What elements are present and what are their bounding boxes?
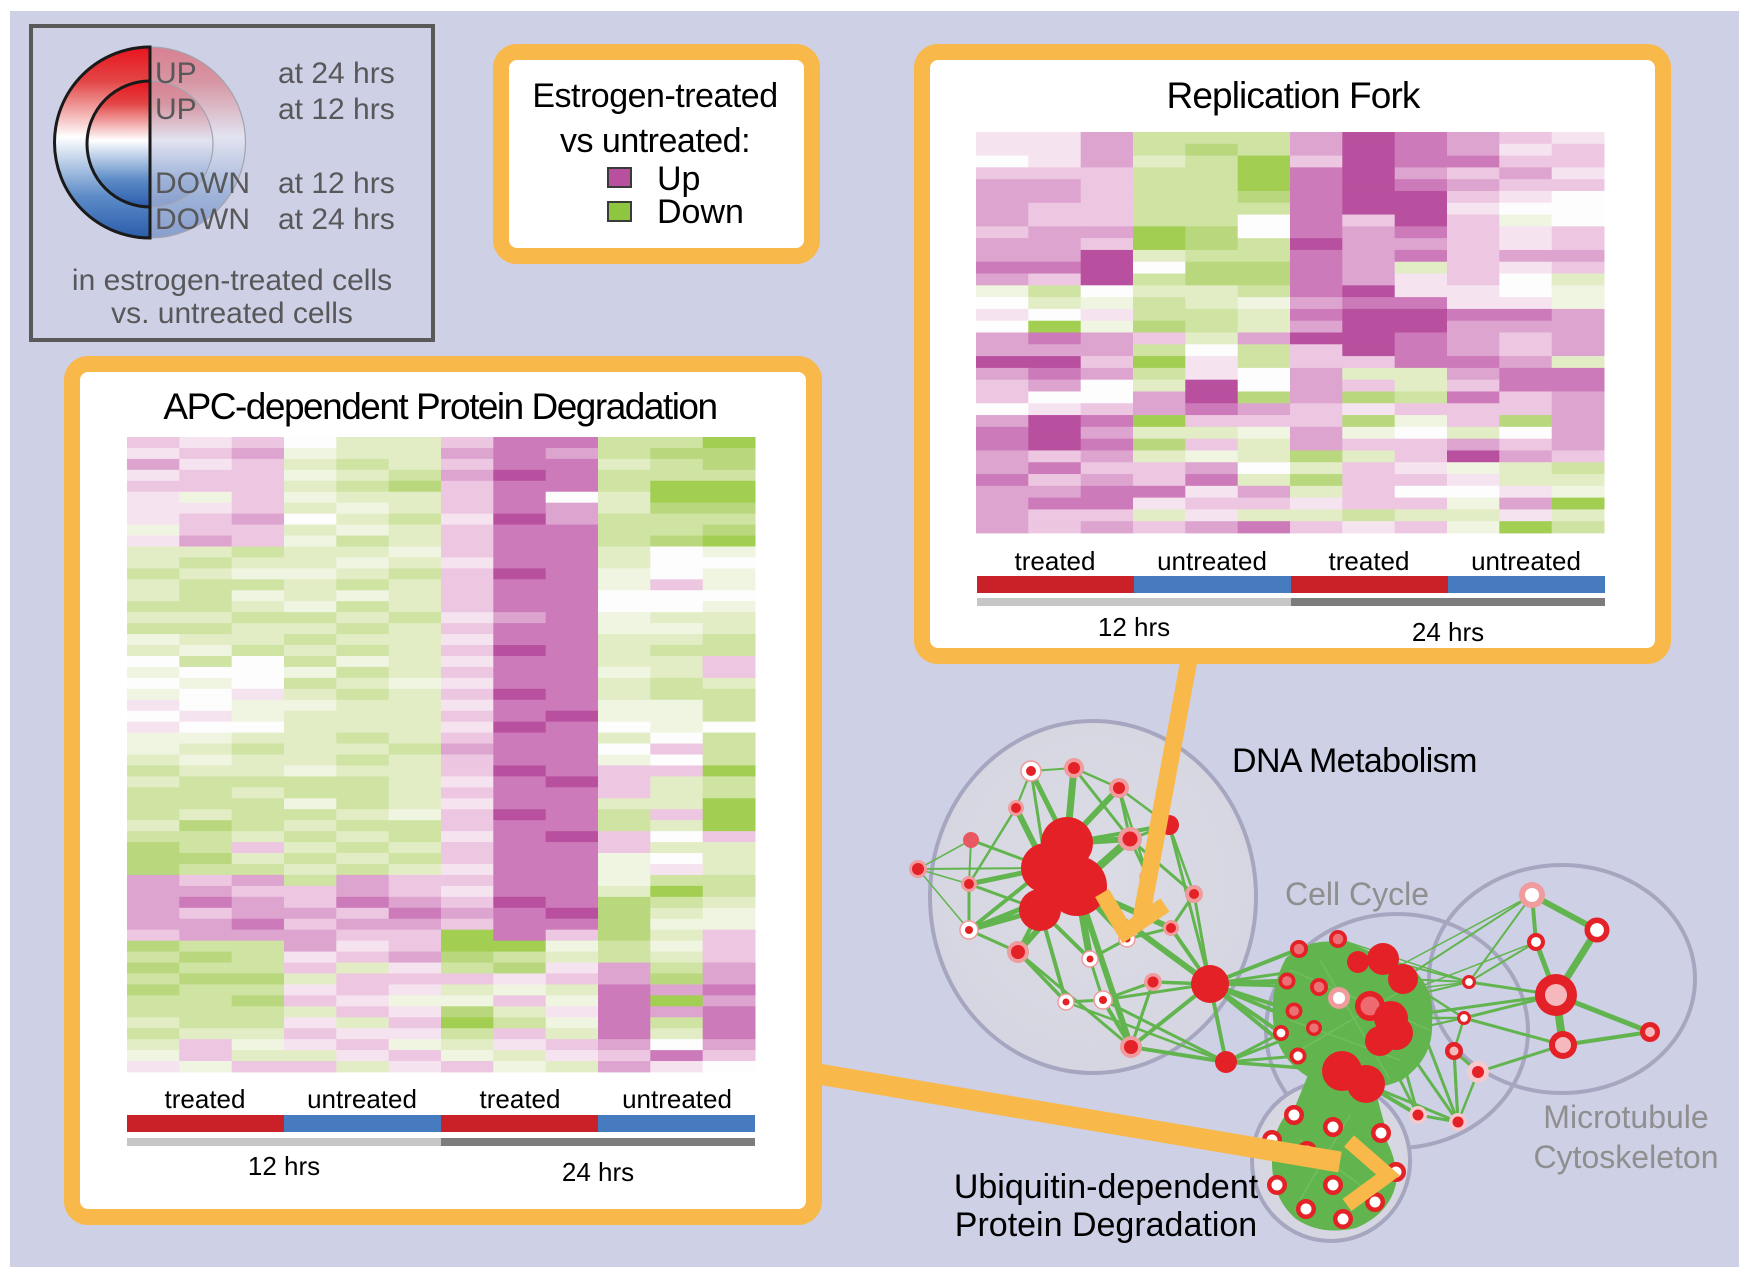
- svg-text:treated: treated: [165, 1084, 246, 1114]
- svg-text:vs untreated:: vs untreated:: [560, 122, 750, 160]
- svg-text:at 24 hrs: at 24 hrs: [278, 203, 395, 236]
- svg-text:24 hrs: 24 hrs: [1412, 617, 1484, 647]
- svg-text:untreated: untreated: [622, 1084, 732, 1114]
- svg-text:Cell Cycle: Cell Cycle: [1285, 876, 1429, 912]
- svg-text:treated: treated: [1015, 546, 1096, 576]
- svg-text:untreated: untreated: [307, 1084, 417, 1114]
- svg-text:Microtubule: Microtubule: [1543, 1099, 1708, 1135]
- svg-text:DNA Metabolism: DNA Metabolism: [1232, 742, 1477, 780]
- svg-text:in estrogen-treated cells: in estrogen-treated cells: [72, 264, 392, 297]
- svg-text:Ubiquitin-dependent: Ubiquitin-dependent: [954, 1168, 1259, 1206]
- svg-text:at 12 hrs: at 12 hrs: [278, 93, 395, 126]
- svg-text:UP: UP: [155, 93, 197, 126]
- svg-text:UP: UP: [155, 57, 197, 90]
- svg-text:untreated: untreated: [1157, 546, 1267, 576]
- svg-text:treated: treated: [1329, 546, 1410, 576]
- svg-text:Cytoskeleton: Cytoskeleton: [1534, 1139, 1719, 1175]
- svg-text:APC-dependent Protein Degradat: APC-dependent Protein Degradation: [163, 386, 716, 427]
- svg-text:DOWN: DOWN: [155, 203, 250, 236]
- svg-text:12 hrs: 12 hrs: [248, 1151, 320, 1181]
- svg-text:Down: Down: [657, 193, 744, 231]
- svg-text:Protein Degradation: Protein Degradation: [955, 1206, 1257, 1244]
- svg-text:Up: Up: [657, 160, 700, 198]
- svg-text:untreated: untreated: [1471, 546, 1581, 576]
- svg-text:treated: treated: [480, 1084, 561, 1114]
- svg-text:at 24 hrs: at 24 hrs: [278, 57, 395, 90]
- svg-text:at 12 hrs: at 12 hrs: [278, 167, 395, 200]
- svg-text:vs. untreated cells: vs. untreated cells: [111, 297, 353, 330]
- svg-text:Replication Fork: Replication Fork: [1167, 75, 1421, 116]
- svg-text:Estrogen-treated: Estrogen-treated: [532, 77, 777, 115]
- svg-text:DOWN: DOWN: [155, 167, 250, 200]
- svg-text:12 hrs: 12 hrs: [1098, 612, 1170, 642]
- svg-text:24 hrs: 24 hrs: [562, 1157, 634, 1187]
